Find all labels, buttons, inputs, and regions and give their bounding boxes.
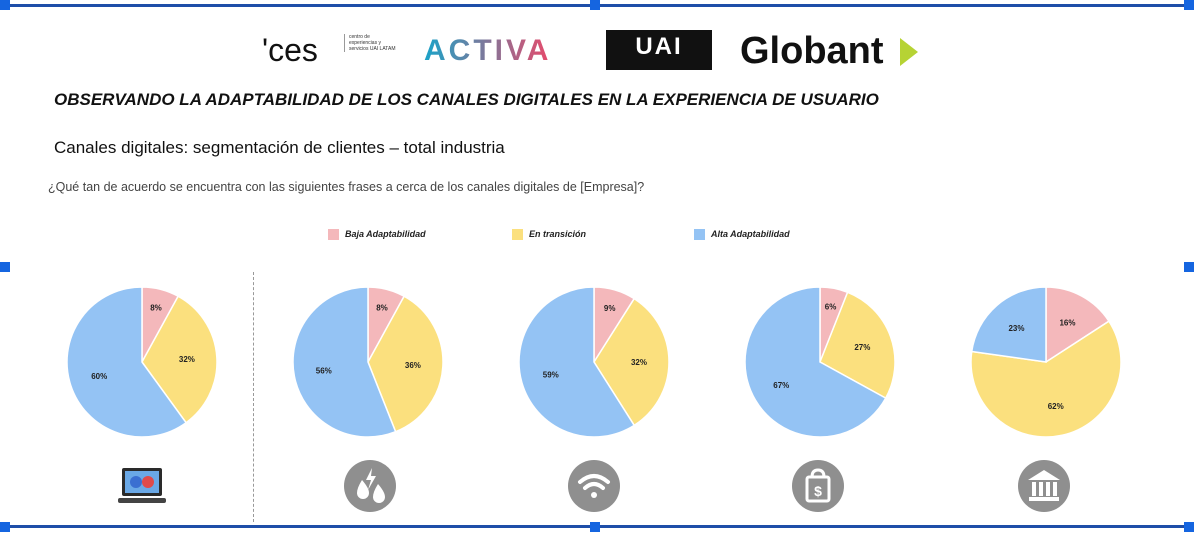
pie-slice-3-2: [593, 297, 670, 427]
pie-chart-3: 9% 32% 59%: [518, 286, 670, 438]
bank-icon: [1018, 460, 1070, 512]
pie-label-4-1: 6%: [825, 303, 837, 312]
pie-label-4-2: 27%: [854, 343, 870, 352]
legend-swatch-transicion: [512, 229, 523, 241]
globant-logo: Globant: [740, 30, 884, 72]
legend-baja: Baja Adaptabilidad: [328, 229, 426, 241]
pie-slice-1-3: [66, 286, 188, 438]
pie-label-2-3: 56%: [316, 366, 332, 375]
pie-chart-5: 16% 62% 23%: [970, 286, 1122, 438]
pie-slice-5-2: [970, 320, 1122, 438]
pie-slice-5-3: [970, 286, 1047, 363]
pie-label-2-1: 8%: [376, 304, 388, 313]
legend-label-alta: Alta Adaptabilidad: [711, 229, 790, 239]
resize-handle-bottom-left[interactable]: [0, 522, 10, 532]
pie-label-5-1: 16%: [1059, 318, 1075, 327]
resize-handle-bottom-mid[interactable]: [590, 522, 600, 532]
pie-label-3-2: 32%: [631, 358, 647, 367]
resize-handle-mid-left[interactable]: [0, 262, 10, 272]
page-title: OBSERVANDO LA ADAPTABILIDAD DE LOS CANAL…: [54, 90, 879, 109]
resize-handle-bottom-right[interactable]: [1184, 522, 1194, 532]
legend-alta: Alta Adaptabilidad: [694, 229, 790, 241]
laptop-icon: [116, 460, 168, 512]
survey-question: ¿Qué tan de acuerdo se encuentra con las…: [48, 180, 645, 194]
resize-handle-top-mid[interactable]: [590, 0, 600, 10]
ces-logo-subtitle: centro de experiencias y servicios UAI L…: [344, 34, 399, 52]
section-divider: [253, 272, 254, 522]
pie-label-2-2: 36%: [405, 361, 421, 370]
pie-label-3-3: 59%: [543, 371, 559, 380]
legend-transicion: En transición: [512, 229, 587, 241]
pie-label-1-3: 60%: [91, 372, 107, 381]
pie-slice-2-2: [367, 295, 444, 433]
resize-handle-top-left[interactable]: [0, 0, 10, 10]
pie-slice-2-3: [292, 286, 397, 438]
pie-label-1-2: 32%: [179, 355, 195, 364]
pie-slice-3-3: [518, 286, 636, 438]
legend-swatch-baja: [328, 229, 339, 241]
legend-label-transicion: En transición: [529, 229, 587, 239]
pie-label-4-3: 67%: [773, 381, 789, 390]
pie-label-5-3: 23%: [1008, 324, 1024, 333]
pie-label-1-1: 8%: [150, 304, 162, 313]
resize-handle-top-right[interactable]: [1184, 0, 1194, 10]
wifi-icon: [568, 460, 620, 512]
utilities-icon: [344, 460, 396, 512]
pie-chart-1: 8% 32% 60%: [66, 286, 218, 438]
svg-text:$: $: [814, 483, 822, 499]
logo-bar: 'ces centro de experiencias y servicios …: [0, 28, 1200, 76]
resize-handle-mid-right[interactable]: [1184, 262, 1194, 272]
pie-slice-4-3: [744, 286, 887, 438]
shopping-bag-icon: $: [792, 460, 844, 512]
pie-chart-2: 8% 36% 56%: [292, 286, 444, 438]
pie-slice-1-2: [141, 295, 218, 424]
legend-label-baja: Baja Adaptabilidad: [345, 229, 426, 239]
legend-swatch-alta: [694, 229, 705, 241]
uai-logo: UAI: [606, 30, 712, 70]
globant-mark-icon: [900, 38, 918, 66]
pie-label-3-1: 9%: [604, 304, 616, 313]
ces-logo: 'ces: [262, 32, 318, 68]
activa-logo: ACTIVA: [424, 34, 552, 67]
page-subtitle: Canales digitales: segmentación de clien…: [54, 138, 505, 157]
pie-label-5-2: 62%: [1048, 402, 1064, 411]
pie-chart-4: 6% 27% 67%: [744, 286, 896, 438]
pie-slice-5-1: [1045, 286, 1110, 364]
